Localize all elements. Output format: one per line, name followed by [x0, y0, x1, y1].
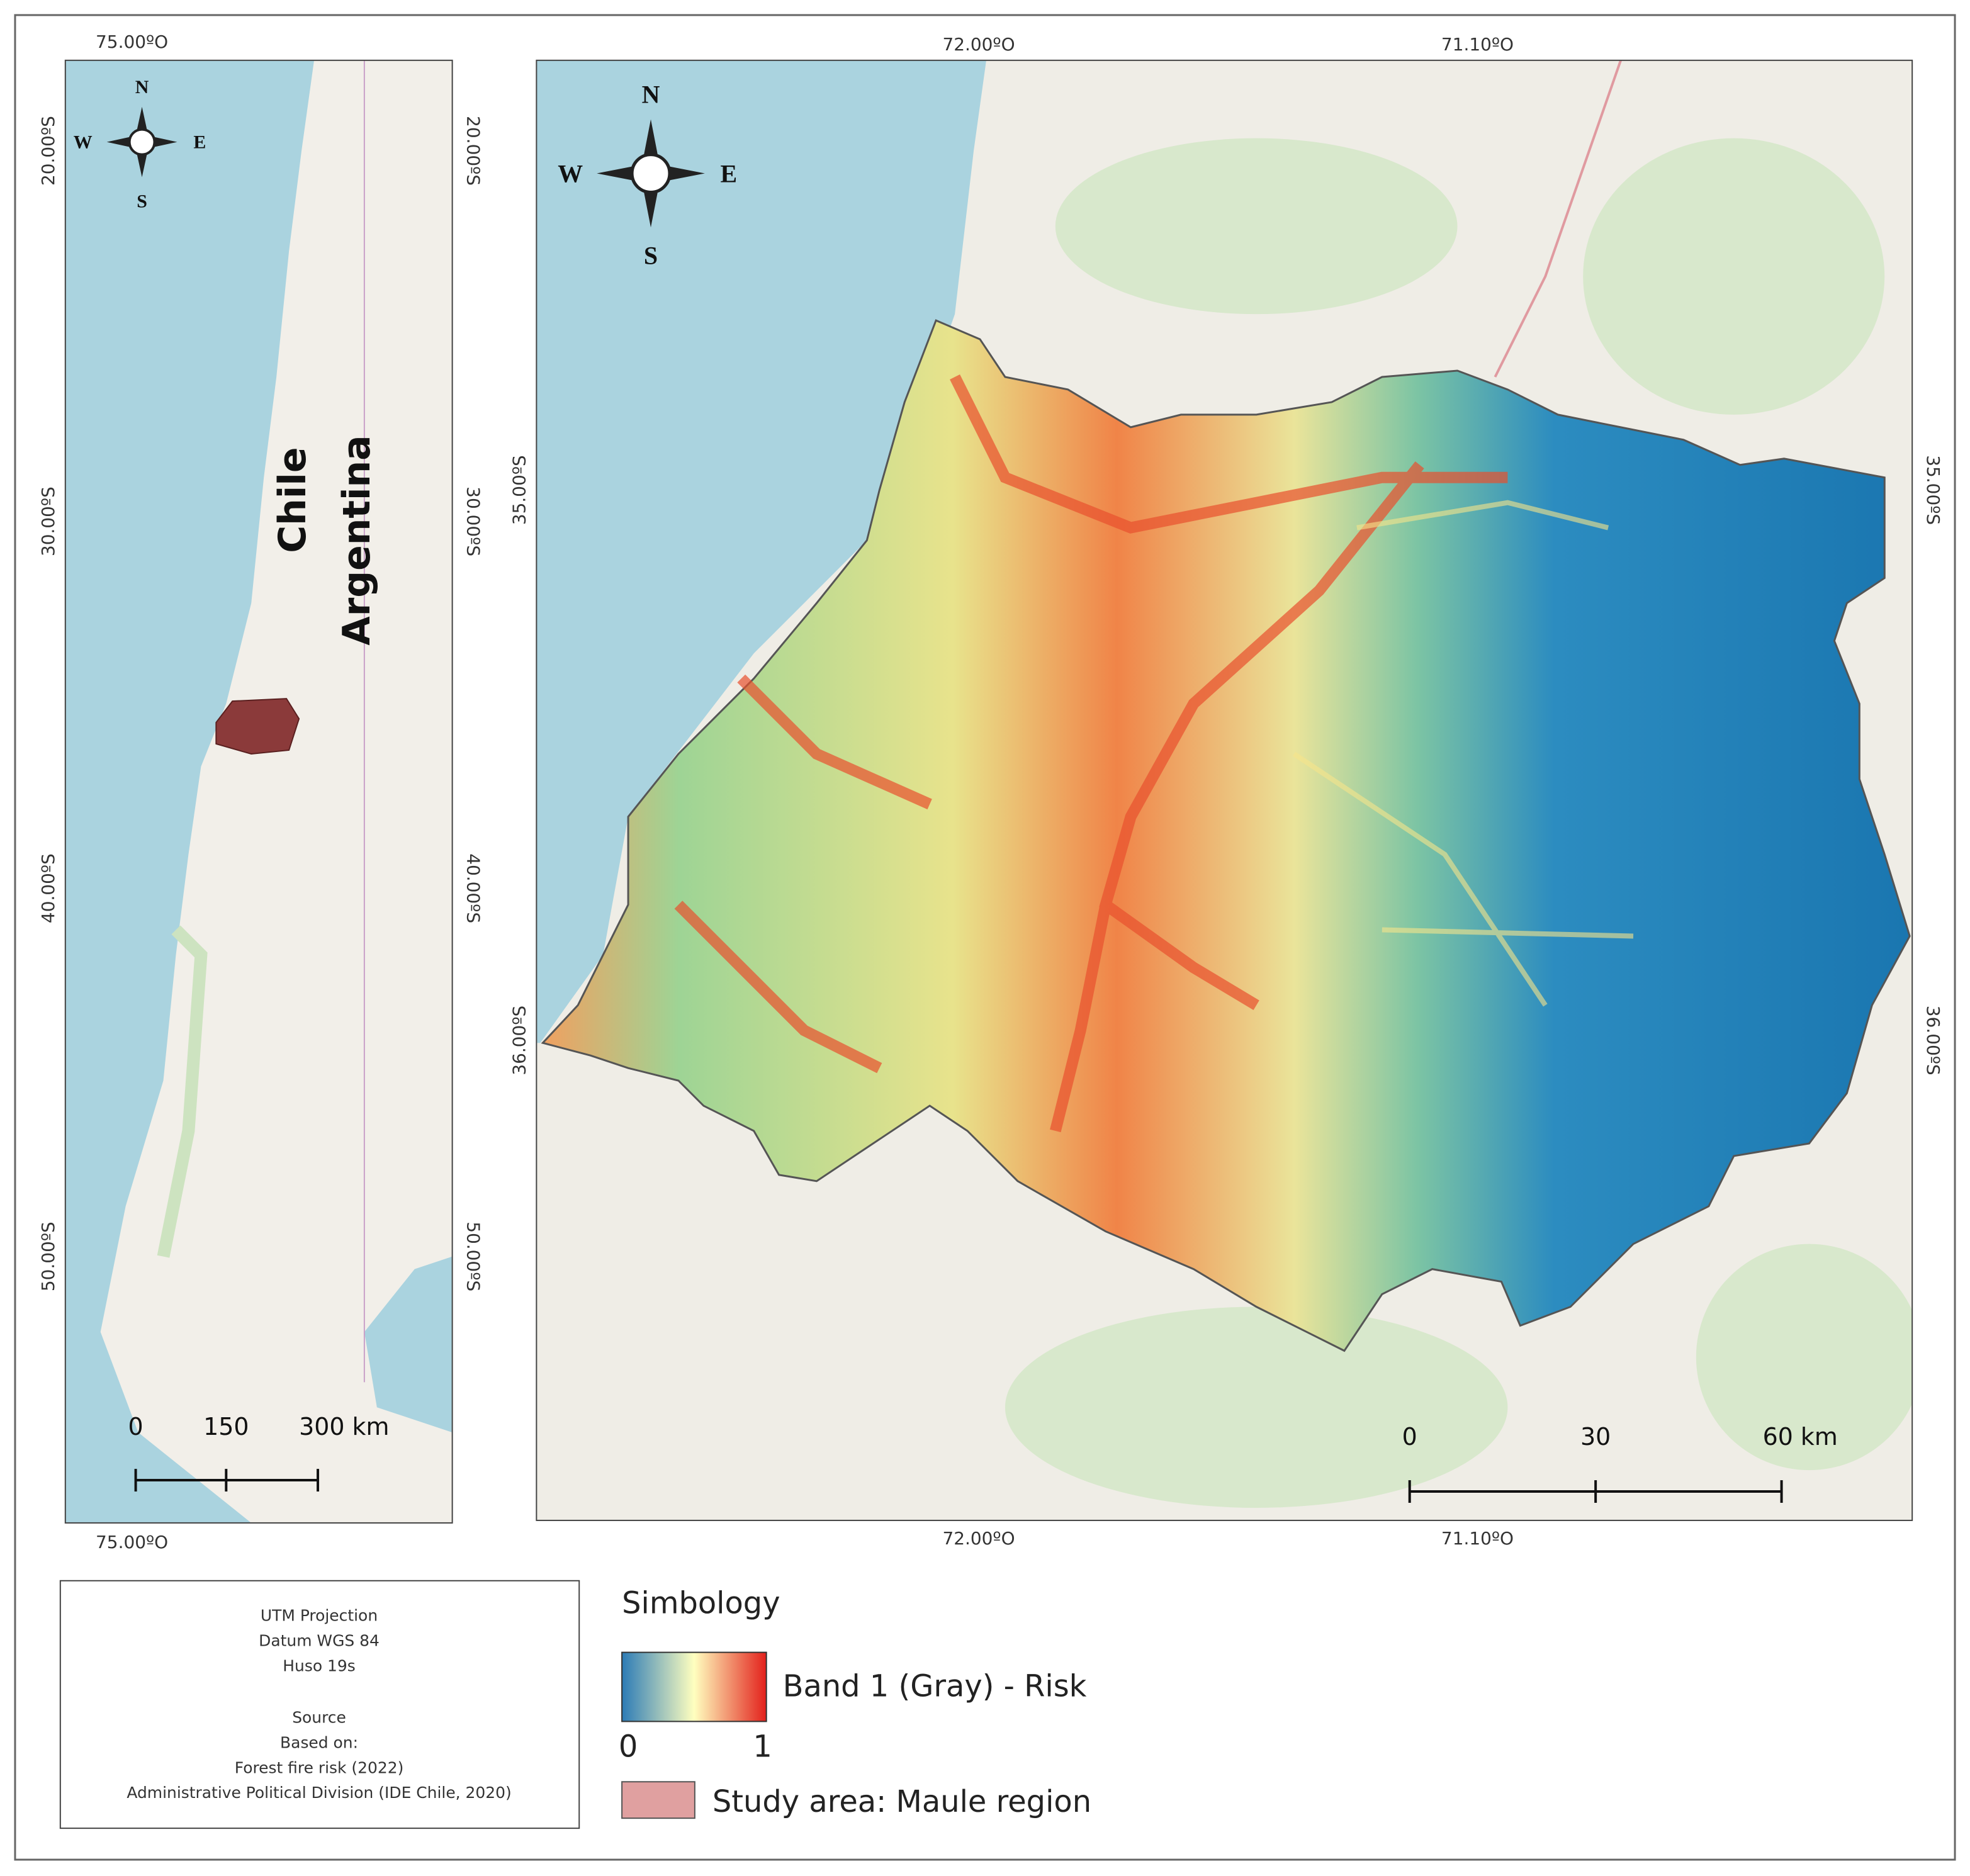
vegetation: [1005, 1306, 1508, 1508]
risk-streak: [1292, 500, 1634, 1007]
main-frame: [536, 59, 1913, 1521]
lat-label: 35.00ºS: [509, 455, 529, 525]
scale-label: 60 km: [1763, 1423, 1838, 1451]
info-line: Huso 19s: [283, 1657, 355, 1675]
country-label: Argentina: [335, 435, 379, 645]
lon-label: 72.00ºO: [942, 34, 1015, 55]
lon-label: 71.10ºO: [1441, 1528, 1514, 1549]
main-compass: N S E W: [558, 81, 737, 270]
lat-label: 30.00ºS: [463, 486, 484, 556]
vegetation: [157, 925, 208, 1258]
scale-label: 0: [128, 1413, 144, 1441]
risk-gradient: [621, 1651, 767, 1722]
lat-label: 50.00ºS: [38, 1222, 59, 1291]
lat-label: 35.00ºS: [1923, 455, 1944, 525]
lon-label: 72.00ºO: [942, 1528, 1015, 1549]
risk-raster: [541, 319, 1911, 1352]
scale-label: 150: [203, 1413, 249, 1441]
risk-hotspot: [674, 374, 1508, 1133]
vegetation: [1583, 138, 1885, 415]
lat-label: 40.00ºS: [38, 853, 59, 923]
compass-south: S: [644, 241, 658, 269]
legend-max: 1: [753, 1729, 772, 1764]
legend-min: 0: [619, 1729, 638, 1764]
info-line: Source: [292, 1708, 346, 1726]
compass-ring: [630, 153, 672, 194]
scale-label: 30: [1580, 1423, 1611, 1451]
compass-west: W: [74, 132, 93, 153]
vegetation: [1696, 1244, 1913, 1471]
legend-label: Study area: Maule region: [712, 1785, 1091, 1819]
compass-north: N: [642, 81, 660, 109]
study-area: [215, 698, 300, 755]
compass-east: E: [193, 132, 206, 153]
info-line: Administrative Political Division (IDE C…: [127, 1783, 511, 1802]
info-line: Based on:: [280, 1733, 358, 1751]
main-map: [536, 60, 1913, 1520]
compass-west: W: [558, 160, 583, 188]
inset-map: [65, 60, 453, 1523]
inset-compass: N S E W: [74, 77, 206, 212]
lat-label: 40.00ºS: [463, 853, 484, 923]
lat-label: 36.00ºS: [1923, 1006, 1944, 1076]
lat-label: 30.00ºS: [38, 486, 59, 556]
info-line: Datum WGS 84: [259, 1632, 380, 1650]
lat-label: 20.00ºS: [463, 116, 484, 186]
compass-north: N: [135, 77, 149, 98]
lat-label: 20.00ºS: [38, 116, 59, 186]
inset-frame: [64, 59, 453, 1524]
lat-label: 50.00ºS: [463, 1222, 484, 1291]
legend-title: Simbology: [622, 1587, 780, 1621]
lon-label: 75.00ºO: [96, 31, 168, 52]
info-box: [59, 1580, 580, 1829]
country-label: Chile: [271, 447, 315, 553]
vegetation: [1055, 138, 1458, 315]
legend-label: Band 1 (Gray) - Risk: [783, 1669, 1087, 1704]
info-line: Forest fire risk (2022): [235, 1758, 404, 1777]
ocean: [536, 60, 986, 1043]
scale-label: 300 km: [299, 1413, 389, 1441]
info-line: UTM Projection: [261, 1607, 378, 1625]
compass-south: S: [137, 191, 147, 211]
lon-label: 75.00ºO: [96, 1532, 168, 1553]
lat-label: 36.00ºS: [509, 1006, 529, 1076]
compass-ring: [128, 128, 156, 156]
compass-east: E: [720, 160, 737, 188]
study-area-swatch: [621, 1781, 695, 1819]
road: [1494, 60, 1622, 378]
scale-label: 0: [1402, 1423, 1417, 1451]
lon-label: 71.10ºO: [1441, 34, 1514, 55]
